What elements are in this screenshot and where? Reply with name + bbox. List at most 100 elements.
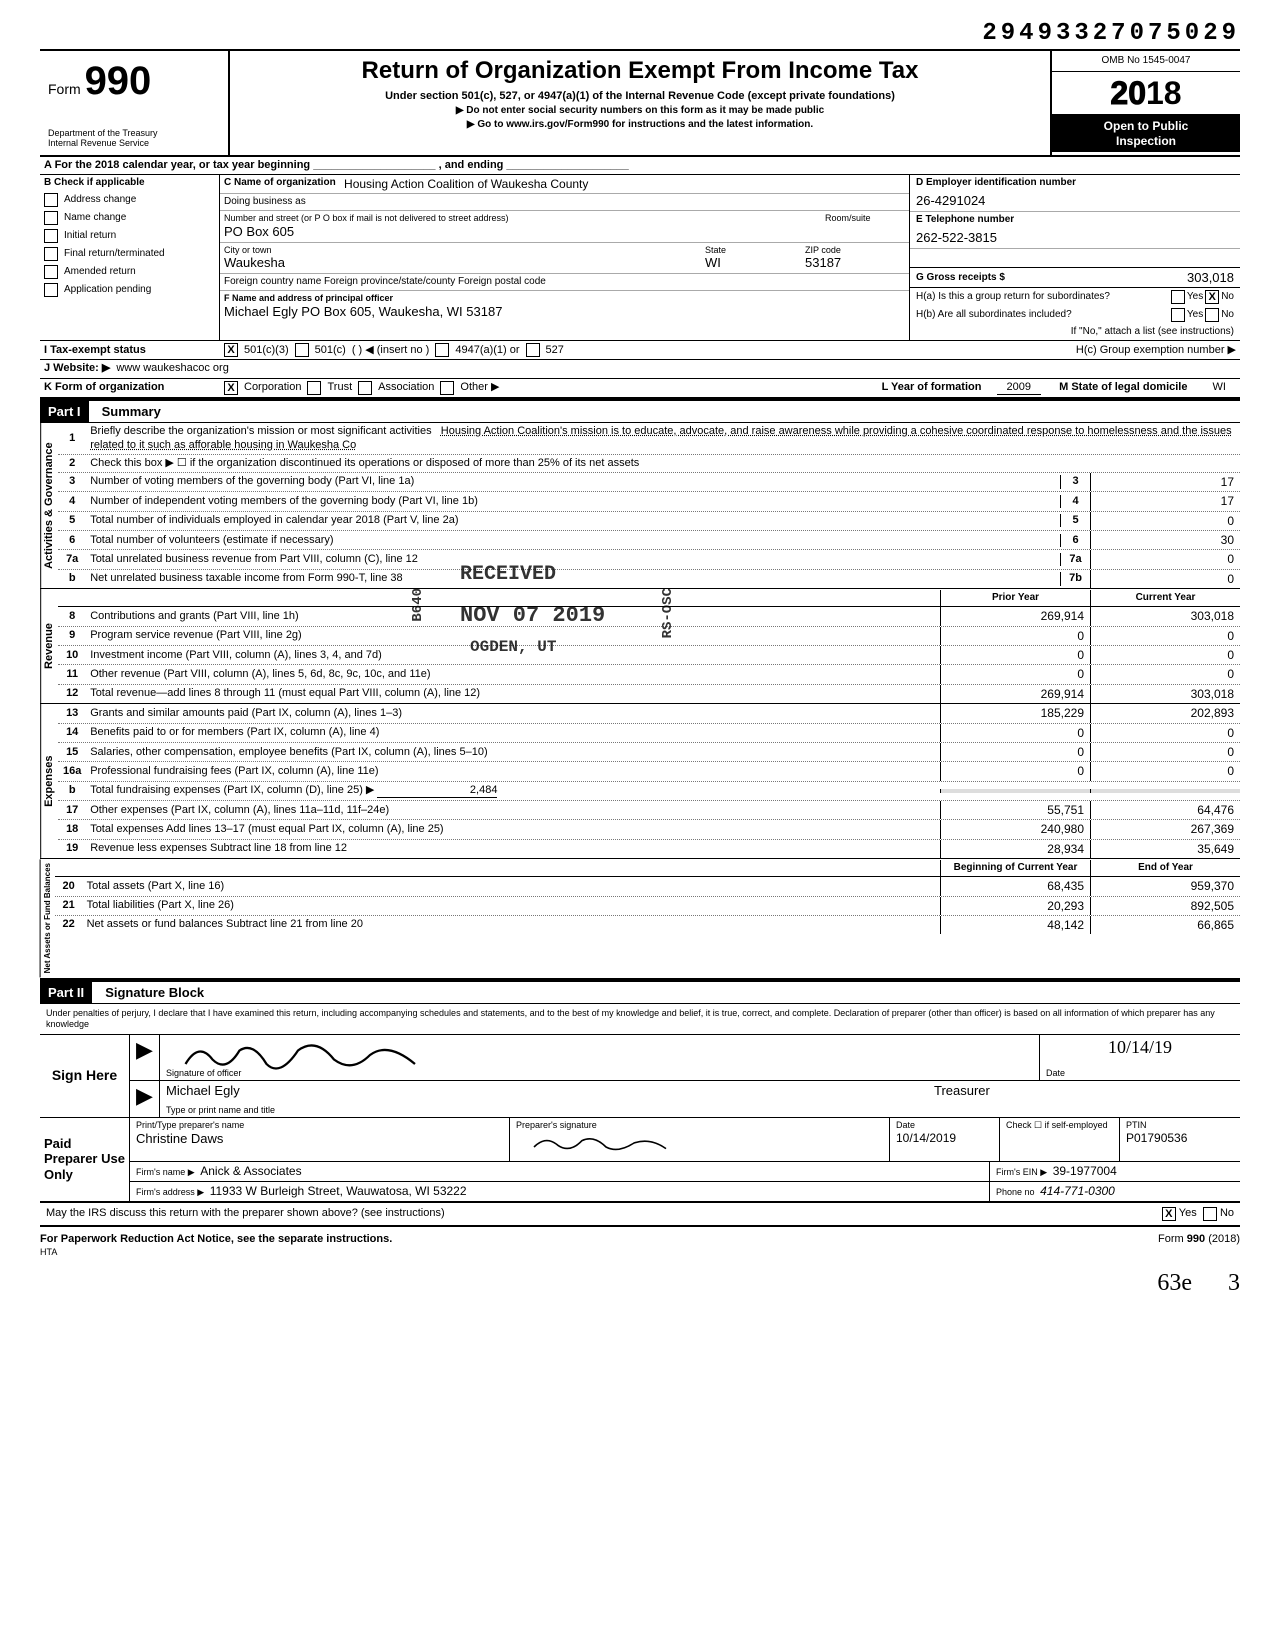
check-name-change[interactable]: Name change <box>40 209 219 227</box>
check-application-pending[interactable]: Application pending <box>40 281 219 299</box>
label-expenses: Expenses <box>40 704 58 858</box>
website-value: www waukeshacoc org <box>116 362 229 375</box>
val-22p: 48,142 <box>940 916 1090 934</box>
officer-title: Treasurer <box>934 1083 1234 1099</box>
check-address-change[interactable]: Address change <box>40 191 219 209</box>
val-13c: 202,893 <box>1090 704 1240 722</box>
hb-note: If "No," attach a list (see instructions… <box>910 324 1240 340</box>
check-4947[interactable] <box>435 343 449 357</box>
form-label: Form 990 <box>48 57 220 105</box>
notice-ssn: ▶ Do not enter social security numbers o… <box>240 105 1040 117</box>
val-22c: 66,865 <box>1090 916 1240 934</box>
firm-name: Anick & Associates <box>200 1164 301 1178</box>
state-value: WI <box>705 255 805 271</box>
officer-value: Michael Egly PO Box 605, Waukesha, WI 53… <box>224 304 905 320</box>
city-label: City or town <box>224 245 705 256</box>
val-11c: 0 <box>1090 665 1240 683</box>
tax-year: 2018 <box>1052 72 1240 115</box>
prior-year-head: Prior Year <box>940 590 1090 606</box>
val-3: 17 <box>1090 473 1240 491</box>
check-amended-return[interactable]: Amended return <box>40 263 219 281</box>
sign-here-label: Sign Here <box>40 1035 130 1117</box>
column-c-org-details: C Name of organization Housing Action Co… <box>220 175 910 341</box>
hb-label: H(b) Are all subordinates included? <box>916 309 1169 321</box>
part-i-header: Part I Summary <box>40 399 1240 424</box>
section-expenses: Expenses 13Grants and similar amounts pa… <box>40 704 1240 859</box>
val-19c: 35,649 <box>1090 840 1240 858</box>
officer-name: Michael Egly <box>166 1083 934 1099</box>
row-i-tax-status: I Tax-exempt status X501(c)(3) 501(c) ( … <box>40 341 1240 360</box>
check-501c[interactable] <box>295 343 309 357</box>
line-2: Check this box ▶ ☐ if the organization d… <box>86 455 1240 472</box>
state-label: State <box>705 245 805 256</box>
section-revenue: Revenue Prior YearCurrent Year 8Contribu… <box>40 589 1240 704</box>
discuss-yes-box[interactable]: X <box>1162 1207 1176 1221</box>
ha-label: H(a) Is this a group return for subordin… <box>916 291 1169 303</box>
department-label: Department of the Treasury Internal Reve… <box>48 129 220 149</box>
footer: For Paperwork Reduction Act Notice, see … <box>40 1227 1240 1259</box>
open-to-public: Open to PublicInspection <box>1052 115 1240 152</box>
column-d-right: D Employer identification number 26-4291… <box>910 175 1240 341</box>
hb-no-box[interactable] <box>1205 308 1219 322</box>
zip-label: ZIP code <box>805 245 905 256</box>
room-label: Room/suite <box>825 213 905 224</box>
row-a-tax-year: A For the 2018 calendar year, or tax yea… <box>40 157 1240 175</box>
discuss-no-box[interactable] <box>1203 1207 1217 1221</box>
form-title: Return of Organization Exempt From Incom… <box>240 57 1040 86</box>
val-21c: 892,505 <box>1090 897 1240 915</box>
sign-here-section: Sign Here ▶ Signature of officer 10/14/1… <box>40 1035 1240 1118</box>
val-16b: 2,484 <box>377 784 497 798</box>
zip-value: 53187 <box>805 255 905 271</box>
org-name: Housing Action Coalition of Waukesha Cou… <box>344 177 905 191</box>
val-7a: 0 <box>1090 550 1240 568</box>
discuss-label: May the IRS discuss this return with the… <box>46 1207 1162 1220</box>
street-label: Number and street (or P O box if mail is… <box>224 213 825 224</box>
state-domicile: WI <box>1203 381 1236 394</box>
column-b-checkboxes: B Check if applicable Address change Nam… <box>40 175 220 341</box>
val-19p: 28,934 <box>940 840 1090 858</box>
check-527[interactable] <box>526 343 540 357</box>
city-value: Waukesha <box>224 255 705 271</box>
check-corporation[interactable]: X <box>224 381 238 395</box>
check-association[interactable] <box>358 381 372 395</box>
check-initial-return[interactable]: Initial return <box>40 227 219 245</box>
end-year-head: End of Year <box>1090 860 1240 876</box>
val-16ap: 0 <box>940 762 1090 780</box>
val-10p: 0 <box>940 646 1090 664</box>
label-activities: Activities & Governance <box>40 423 58 588</box>
year-formation: 2009 <box>997 381 1041 395</box>
ha-no-box[interactable]: X <box>1205 290 1219 304</box>
paid-preparer-label: Paid Preparer Use Only <box>40 1118 130 1201</box>
check-501c3[interactable]: X <box>224 343 238 357</box>
section-net-assets: Net Assets or Fund Balances Beginning of… <box>40 859 1240 979</box>
foreign-label: Foreign country name Foreign province/st… <box>220 274 909 291</box>
row-j-website: J Website: ▶ www waukeshacoc org <box>40 360 1240 378</box>
hb-yes-box[interactable] <box>1171 308 1185 322</box>
val-17c: 64,476 <box>1090 801 1240 819</box>
tel-label: E Telephone number <box>910 212 1240 228</box>
officer-label: F Name and address of principal officer <box>224 293 905 304</box>
check-final-return[interactable]: Final return/terminated <box>40 245 219 263</box>
val-21p: 20,293 <box>940 897 1090 915</box>
check-self-employed-label: Check ☐ if self-employed <box>1006 1120 1113 1131</box>
document-number: 29493327075029 <box>40 20 1240 49</box>
col-b-header: B Check if applicable <box>40 175 219 191</box>
val-6: 30 <box>1090 531 1240 549</box>
current-year-head: Current Year <box>1090 590 1240 606</box>
val-15p: 0 <box>940 743 1090 761</box>
val-4: 17 <box>1090 492 1240 510</box>
val-20c: 959,370 <box>1090 877 1240 895</box>
penalties-text: Under penalties of perjury, I declare th… <box>40 1004 1240 1035</box>
part-ii-header: Part II Signature Block <box>40 980 1240 1005</box>
val-20p: 68,435 <box>940 877 1090 895</box>
check-trust[interactable] <box>307 381 321 395</box>
initials: 63e <box>1157 1270 1192 1296</box>
firm-phone: 414-771-0300 <box>1040 1184 1115 1198</box>
check-other[interactable] <box>440 381 454 395</box>
val-17p: 55,751 <box>940 801 1090 819</box>
val-14c: 0 <box>1090 724 1240 742</box>
sig-date: 10/14/19 <box>1046 1037 1234 1059</box>
ha-yes-box[interactable] <box>1171 290 1185 304</box>
val-12c: 303,018 <box>1090 685 1240 703</box>
omb-number: OMB No 1545-0047 <box>1052 51 1240 72</box>
